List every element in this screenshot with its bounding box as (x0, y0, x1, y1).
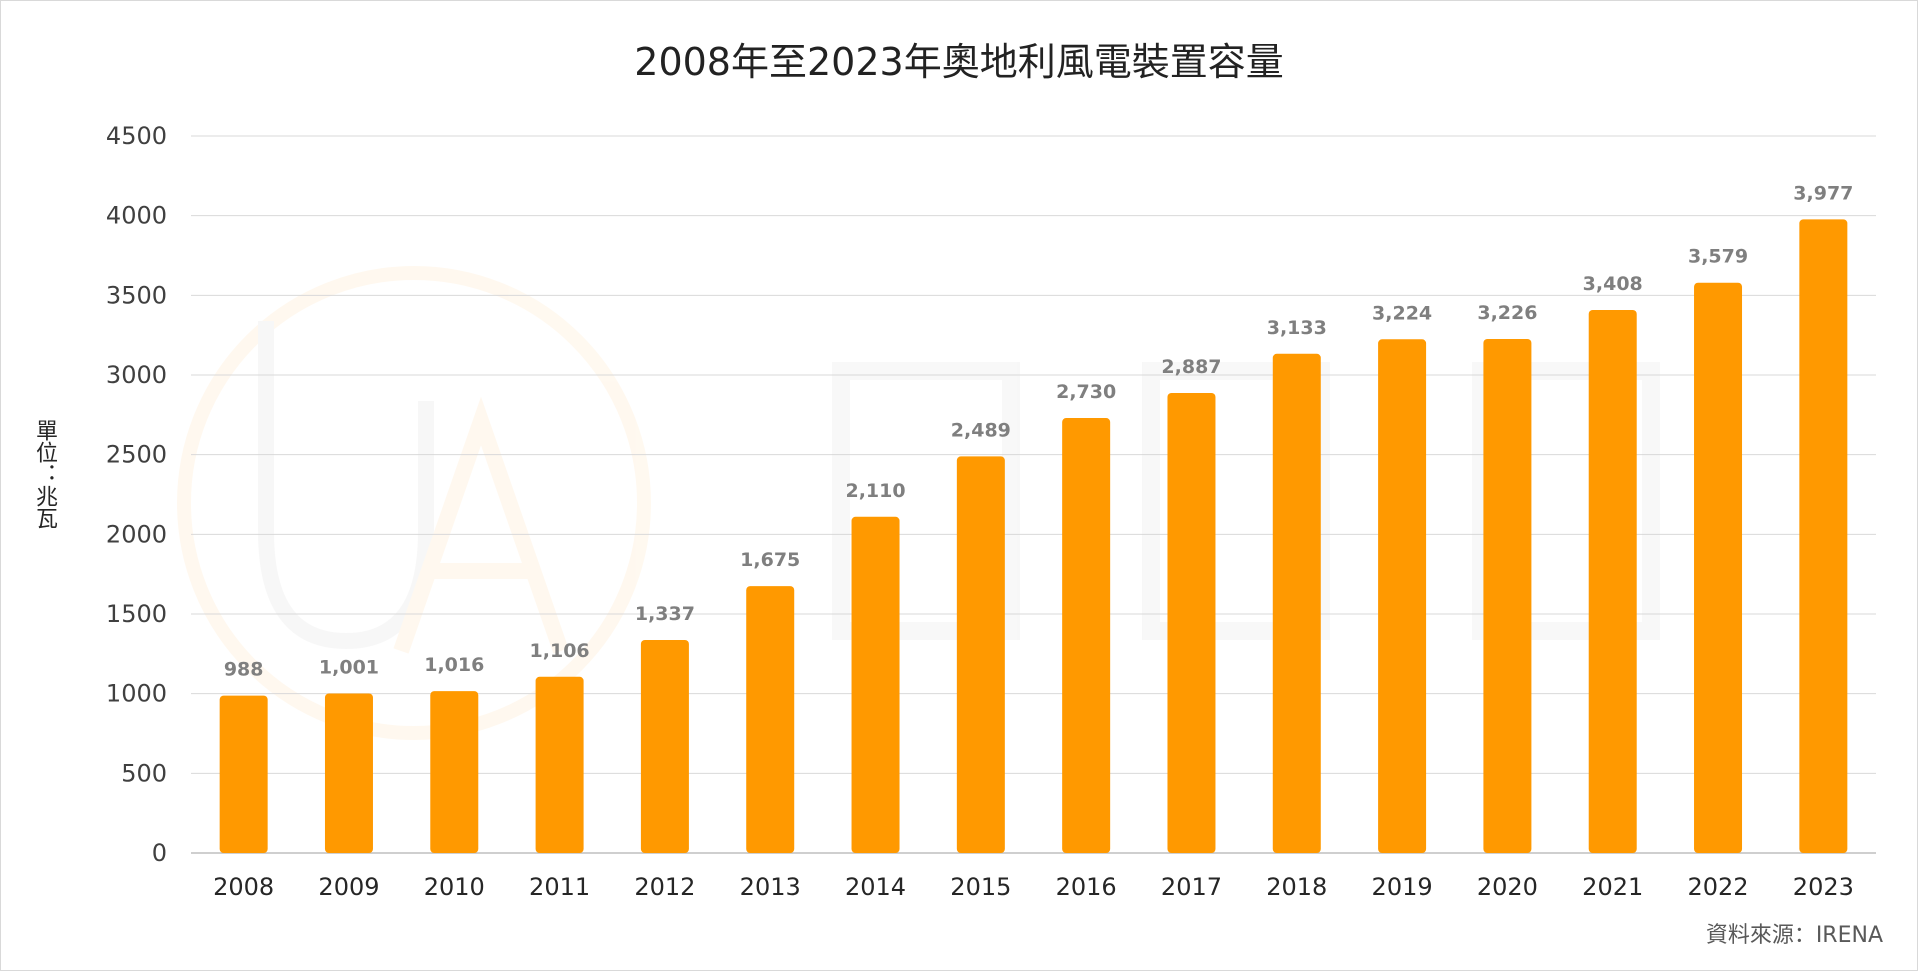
watermark-logo (177, 266, 1660, 740)
x-tick-label: 2021 (1582, 873, 1643, 901)
bar-2021 (1588, 309, 1637, 853)
chart-title: 2008年至2023年奧地利風電裝置容量 (634, 40, 1284, 84)
x-tick-label: 2019 (1372, 873, 1433, 901)
y-tick-label: 3000 (106, 361, 167, 389)
y-tick-label: 4000 (106, 202, 167, 230)
y-axis-label: 單位：兆瓦 (32, 419, 57, 529)
y-tick-label: 4500 (106, 122, 167, 150)
bar-2013 (746, 586, 795, 853)
bar-2012 (640, 639, 689, 853)
data-label-2020: 3,226 (1477, 302, 1537, 324)
x-tick-label: 2012 (634, 873, 695, 901)
data-label-2012: 1,337 (635, 603, 695, 625)
x-tick-label: 2008 (213, 873, 274, 901)
bar-2008 (219, 695, 268, 853)
data-labels: 988 1,001 1,016 1,106 1,337 1,675 2,110 2,489 2,… (224, 182, 1854, 680)
x-axis: 2008 2009 2010 2011 2012 2013 2014 2015 2016 2017… (213, 873, 1854, 901)
x-tick-label: 2020 (1477, 873, 1538, 901)
source-note: 資料來源：IRENA (1705, 923, 1883, 948)
data-label-2018: 3,133 (1267, 317, 1327, 339)
data-label-2013: 1,675 (740, 549, 800, 571)
x-tick-label: 2018 (1266, 873, 1327, 901)
bar-2017 (1167, 393, 1216, 853)
y-tick-label: 0 (152, 839, 167, 867)
data-label-2019: 3,224 (1372, 302, 1432, 324)
x-tick-label: 2017 (1161, 873, 1222, 901)
y-tick-label: 3500 (106, 281, 167, 309)
y-tick-label: 1500 (106, 600, 167, 628)
data-label-2015: 2,489 (951, 419, 1011, 441)
y-tick-label: 2000 (106, 520, 167, 548)
data-label-2017: 2,887 (1161, 356, 1221, 378)
bar-2009 (324, 693, 373, 853)
data-label-2022: 3,579 (1688, 246, 1748, 268)
bar-2015 (956, 456, 1005, 853)
bar-2022 (1694, 282, 1743, 854)
data-label-2011: 1,106 (530, 640, 590, 662)
y-tick-label: 1000 (106, 680, 167, 708)
y-tick-label: 500 (121, 759, 167, 787)
bar-2016 (1062, 418, 1111, 853)
bar-2018 (1272, 353, 1321, 853)
data-label-2008: 988 (224, 659, 264, 681)
bars (219, 219, 1848, 854)
data-label-2014: 2,110 (845, 480, 905, 502)
bar-2011 (535, 676, 584, 853)
data-label-2016: 2,730 (1056, 381, 1116, 403)
y-axis: 0 500 1000 1500 2000 2500 3000 3500 4000 4500 (106, 122, 167, 867)
x-tick-label: 2009 (318, 873, 379, 901)
data-label-2010: 1,016 (424, 654, 484, 676)
x-tick-label: 2015 (950, 873, 1011, 901)
bar-2014 (851, 516, 900, 853)
data-label-2009: 1,001 (319, 657, 379, 679)
bar-2010 (430, 691, 479, 853)
data-label-2023: 3,977 (1793, 182, 1853, 204)
bar-2019 (1378, 339, 1427, 853)
x-tick-label: 2022 (1687, 873, 1748, 901)
x-tick-label: 2011 (529, 873, 590, 901)
x-tick-label: 2014 (845, 873, 906, 901)
x-tick-label: 2010 (424, 873, 485, 901)
bar-2020 (1483, 338, 1532, 853)
x-tick-label: 2013 (740, 873, 801, 901)
data-label-2021: 3,408 (1583, 273, 1643, 295)
y-tick-label: 2500 (106, 441, 167, 469)
x-tick-label: 2016 (1056, 873, 1117, 901)
bar-2023 (1799, 219, 1848, 854)
x-tick-label: 2023 (1793, 873, 1854, 901)
